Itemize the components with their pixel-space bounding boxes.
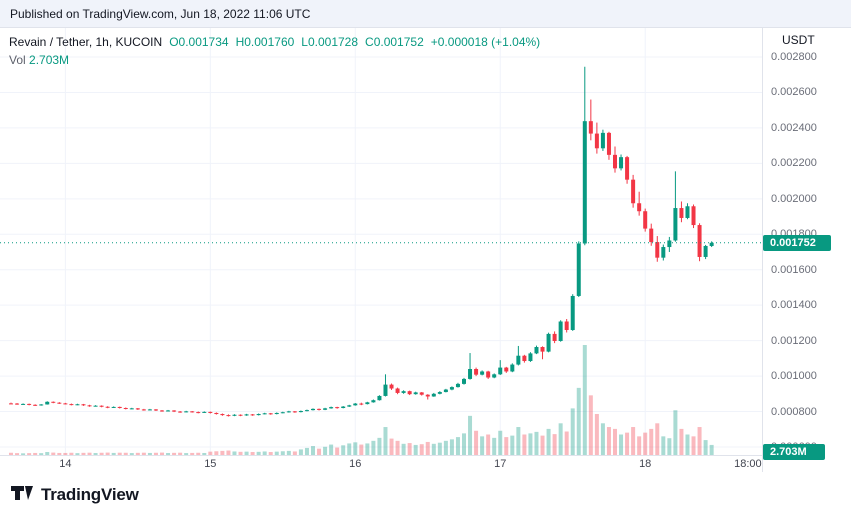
time-tick-label: 14: [59, 458, 72, 470]
ohlc-change: +0.000018 (+1.04%): [430, 35, 541, 49]
symbol-title[interactable]: Revain / Tether, 1h, KUCOIN: [9, 35, 163, 49]
price-axis-label: 0.002800: [771, 51, 817, 63]
price-axis-label: 0.001200: [771, 334, 817, 347]
price-axis-label: 0.002400: [771, 121, 817, 134]
vol-value: 2.703M: [29, 53, 70, 67]
ohlc-high: H0.001760: [235, 35, 295, 49]
price-axis[interactable]: USDT 0.002800 0.002600 0.002400 0.002200 0.0…: [762, 28, 851, 472]
ohlc-close: C0.001752: [365, 35, 424, 49]
vol-label: Vol: [9, 53, 26, 67]
tradingview-wordmark[interactable]: TradingView: [41, 485, 139, 504]
candlestick-chart[interactable]: [0, 28, 762, 455]
price-axis-label: 0.002000: [771, 192, 817, 205]
tradingview-logo-icon[interactable]: [11, 485, 33, 505]
ohlc-open: O0.001734: [169, 35, 229, 49]
ohlc-low: L0.001728: [301, 35, 359, 49]
price-axis-label: 0.002200: [771, 157, 817, 170]
chart-area: Revain / Tether, 1h, KUCOIN O0.001734 H0.0…: [0, 28, 851, 472]
published-text: Published on TradingView.com, Jun 18, 20…: [10, 6, 311, 21]
published-bar: Published on TradingView.com, Jun 18, 20…: [0, 0, 851, 28]
price-axis-label: 0.001600: [771, 263, 817, 276]
time-tick-label: 18: [639, 458, 652, 470]
legend-row-symbol: Revain / Tether, 1h, KUCOIN O0.001734 H0.0…: [9, 35, 540, 49]
time-tick-label: 18:00: [734, 458, 762, 470]
time-tick-label: 16: [349, 458, 362, 470]
time-tick-label: 15: [204, 458, 217, 470]
legend-row-volume: Vol 2.703M: [9, 53, 540, 67]
volume-badge: 2.703M: [763, 444, 825, 460]
price-axis-label: 0.001400: [771, 299, 817, 312]
time-axis[interactable]: 14 15 16 17 18 18:00: [0, 455, 851, 472]
time-tick-label: 17: [494, 458, 507, 470]
axis-currency-label: USDT: [782, 33, 815, 47]
price-axis-label: 0.002600: [771, 86, 817, 99]
last-price-badge: 0.001752: [763, 234, 831, 251]
price-axis-label: 0.000800: [771, 405, 817, 418]
footer: TradingView: [0, 472, 851, 518]
price-axis-label: 0.001000: [771, 370, 817, 383]
legend: Revain / Tether, 1h, KUCOIN O0.001734 H0.0…: [9, 35, 540, 67]
